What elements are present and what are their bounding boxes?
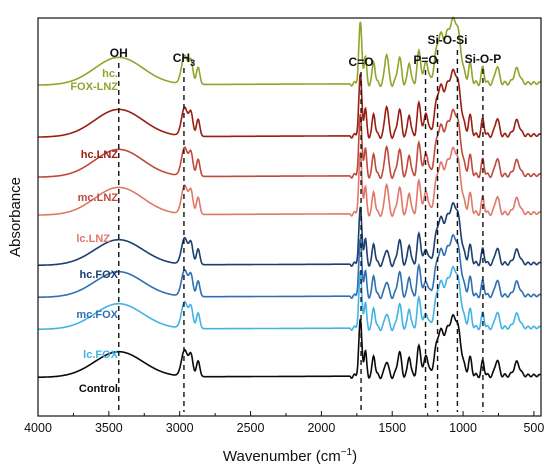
series-label: hc.LNZ: [81, 149, 119, 161]
series-line-hc.FOX: [38, 202, 542, 268]
series-line-lc.FOX: [38, 266, 542, 332]
series-label: hc.: [102, 68, 118, 80]
peak-label: Si-O-P: [465, 52, 502, 66]
series-label: mc.LNZ: [78, 192, 119, 204]
series-line-hc.FOX-LNZ: [38, 16, 542, 88]
plot-frame: [37, 17, 542, 417]
series-label: mc.FOX: [76, 309, 118, 321]
peak-label: P=O: [413, 53, 437, 67]
series-label: Control: [79, 383, 118, 395]
series-label: FOX-LNZ: [70, 81, 118, 93]
peak-label: CH3: [173, 51, 195, 68]
x-axis: 4000 3500 3000 2500 2000 1500 1000 500: [24, 411, 544, 435]
series-line-lc.LNZ: [38, 146, 542, 218]
y-axis-title: Absorbance: [7, 177, 24, 257]
peak-label: OH: [110, 46, 128, 60]
peak-marker-lines: [118, 50, 484, 412]
x-axis-title: Wavenumber (cm−1): [223, 447, 357, 465]
x-tick-label: 500: [523, 421, 544, 435]
x-tick-label: 3500: [95, 421, 123, 435]
x-tick-label: 3000: [166, 421, 194, 435]
x-tick-label: 2000: [307, 421, 335, 435]
series-label: lc.LNZ: [76, 233, 110, 245]
x-tick-label: 2500: [237, 421, 265, 435]
x-tick-label: 1500: [378, 421, 406, 435]
series-label: hc.FOX: [79, 269, 118, 281]
peak-label: C=O: [349, 55, 374, 69]
series-line-mc.LNZ: [38, 108, 542, 180]
x-axis-title-exponent: −1: [341, 447, 353, 458]
peak-labels: OH CH3 C=O P=O Si-O-Si Si-O-P: [110, 33, 501, 69]
series-line-Control: [38, 314, 542, 380]
x-tick-label: 4000: [24, 421, 52, 435]
series-line-mc.FOX: [38, 234, 542, 300]
series-labels: Control lc.FOX mc.FOX hc.FOX lc.LNZ mc.LNZ hc.…: [70, 68, 118, 395]
x-tick-label: 1000: [449, 421, 477, 435]
peak-label: Si-O-Si: [427, 33, 467, 47]
series-label: lc.FOX: [83, 349, 119, 361]
plot-lines: [38, 16, 542, 380]
